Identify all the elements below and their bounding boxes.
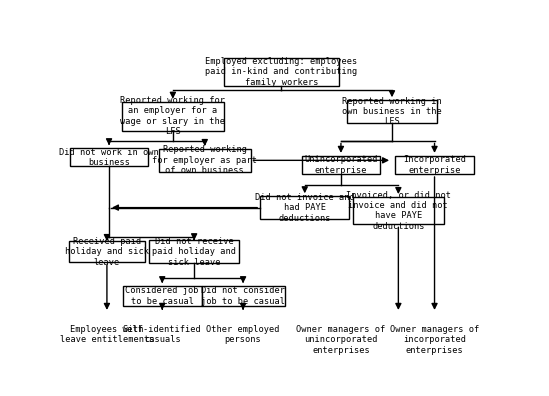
Text: Other employed
persons: Other employed persons — [206, 325, 280, 345]
FancyBboxPatch shape — [224, 58, 339, 86]
FancyBboxPatch shape — [301, 156, 380, 174]
FancyBboxPatch shape — [159, 149, 250, 172]
FancyBboxPatch shape — [70, 148, 148, 166]
Text: Reported working in
own business in the
LFS: Reported working in own business in the … — [342, 97, 442, 126]
FancyBboxPatch shape — [348, 100, 436, 123]
Text: Reported working for
an employer for a
wage or slary in the
LFS: Reported working for an employer for a w… — [120, 96, 226, 136]
Text: Owner managers of
unincorporated
enterprises: Owner managers of unincorporated enterpr… — [296, 325, 385, 355]
Text: Owner managers of
incorporated
enterprises: Owner managers of incorporated enterpris… — [390, 325, 479, 355]
Text: Did not receive
paid holiday and
sick leave: Did not receive paid holiday and sick le… — [152, 237, 236, 267]
FancyBboxPatch shape — [122, 102, 224, 131]
Text: Did not invoice and
had PAYE
deductions: Did not invoice and had PAYE deductions — [255, 193, 355, 223]
FancyBboxPatch shape — [149, 240, 239, 263]
Text: Unincorporated
enterprise: Unincorporated enterprise — [304, 155, 378, 175]
Text: Employed excluding: employees
paid in-kind and contributing
family workers: Employed excluding: employees paid in-ki… — [205, 57, 357, 87]
Text: Reported working
for employer as part
of own business: Reported working for employer as part of… — [152, 145, 257, 175]
Text: Did not consider
job to be casual: Did not consider job to be casual — [201, 286, 285, 306]
Text: Self-identified
casuals: Self-identified casuals — [123, 325, 201, 345]
Text: Incorporated
enterprise: Incorporated enterprise — [403, 155, 466, 175]
Text: Did not work in own
business: Did not work in own business — [59, 148, 159, 167]
FancyBboxPatch shape — [395, 156, 474, 174]
FancyBboxPatch shape — [352, 197, 444, 225]
Text: Received paid
holiday and sick
leave: Received paid holiday and sick leave — [65, 237, 149, 267]
FancyBboxPatch shape — [260, 196, 350, 219]
FancyBboxPatch shape — [123, 286, 201, 306]
Text: Considered job
to be casual: Considered job to be casual — [126, 286, 199, 306]
FancyBboxPatch shape — [69, 241, 145, 263]
Text: Invoiced, or did not
invoice and did not
have PAYE
deductions: Invoiced, or did not invoice and did not… — [346, 190, 451, 231]
FancyBboxPatch shape — [201, 286, 284, 306]
Text: Employees with
leave entitlements: Employees with leave entitlements — [60, 325, 154, 345]
